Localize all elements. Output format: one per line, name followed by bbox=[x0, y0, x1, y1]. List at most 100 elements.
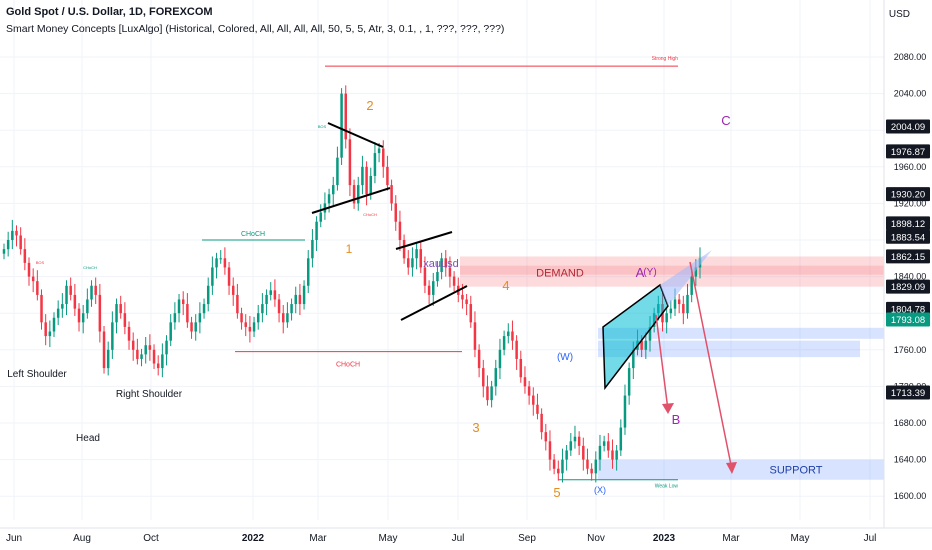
candle-body bbox=[607, 441, 610, 451]
candle-body bbox=[40, 294, 43, 323]
candle-body bbox=[623, 395, 627, 428]
candle-body bbox=[694, 267, 698, 277]
x-tick-label: Oct bbox=[143, 533, 159, 544]
price-label-box bbox=[886, 301, 930, 316]
price-label: 1883.54 bbox=[891, 232, 925, 243]
y-tick-label: 1840.00 bbox=[894, 272, 927, 282]
candle-body bbox=[231, 285, 235, 295]
level-label-choch: CHoCH bbox=[241, 231, 265, 238]
pattern-line bbox=[311, 187, 391, 214]
annotation-choch: CHoCH bbox=[83, 265, 97, 270]
zone-support bbox=[598, 459, 884, 480]
candle-body bbox=[690, 276, 693, 295]
candle-body bbox=[119, 304, 122, 314]
candle-body bbox=[494, 368, 498, 387]
candle-body bbox=[648, 326, 652, 341]
annotation-1: 1 bbox=[346, 242, 353, 256]
candle-body bbox=[502, 336, 506, 350]
y-tick-label: 2040.00 bbox=[894, 89, 927, 99]
candle-body bbox=[540, 413, 543, 433]
candle-body bbox=[44, 322, 47, 337]
candle-body bbox=[486, 386, 489, 401]
candle-body bbox=[215, 258, 218, 268]
x-tick-label: Jun bbox=[6, 533, 22, 544]
candle-body bbox=[432, 281, 435, 295]
candle-body bbox=[336, 157, 339, 186]
y-tick-label: 2080.00 bbox=[894, 52, 927, 62]
candle-body bbox=[123, 313, 127, 327]
candle-body bbox=[86, 299, 89, 314]
candle-body bbox=[411, 258, 414, 268]
candle-body bbox=[136, 349, 139, 359]
price-label: 1829.09 bbox=[891, 282, 925, 293]
candle-body bbox=[498, 349, 502, 369]
price-label: 1976.87 bbox=[891, 147, 925, 158]
price-label: 1930.20 bbox=[891, 190, 925, 201]
candle-body bbox=[131, 340, 135, 350]
candle-body bbox=[561, 459, 564, 474]
candle-body bbox=[477, 349, 481, 369]
annotation-choch: CHoCH bbox=[363, 212, 377, 217]
candle-body bbox=[582, 445, 585, 460]
candle-body bbox=[573, 436, 577, 442]
candle-body bbox=[490, 386, 493, 401]
pattern-line bbox=[395, 231, 453, 250]
candle-body bbox=[452, 276, 456, 286]
candle-body bbox=[386, 166, 389, 186]
candle-body bbox=[577, 436, 581, 446]
y-tick-label: 1600.00 bbox=[894, 491, 927, 501]
annotation-2: 2 bbox=[366, 98, 373, 113]
candle-body bbox=[382, 148, 385, 167]
candle-body bbox=[340, 93, 343, 158]
y-tick-label: 1760.00 bbox=[894, 345, 927, 355]
candle-body bbox=[240, 313, 243, 323]
arrow-line bbox=[655, 314, 669, 411]
candle-body bbox=[52, 317, 56, 332]
candle-body bbox=[15, 230, 18, 236]
candle-body bbox=[65, 285, 68, 305]
candle-body bbox=[598, 445, 602, 460]
candle-body bbox=[227, 267, 231, 286]
candle-body bbox=[81, 313, 85, 323]
zone-area bbox=[598, 340, 860, 358]
candle-body bbox=[344, 93, 347, 140]
annotation-y: (Y) bbox=[643, 267, 656, 278]
candle-body bbox=[6, 240, 10, 250]
candle-body bbox=[532, 395, 535, 405]
candle-body bbox=[415, 249, 418, 259]
candle-body bbox=[248, 326, 252, 332]
x-tick-label: Sep bbox=[518, 533, 536, 544]
candle-body bbox=[398, 221, 402, 240]
candle-body bbox=[548, 441, 552, 460]
candle-body bbox=[594, 459, 598, 474]
candle-body bbox=[515, 340, 518, 359]
candle-body bbox=[194, 322, 197, 332]
candle-body bbox=[161, 354, 164, 369]
candle-body bbox=[569, 441, 573, 451]
candle-body bbox=[281, 313, 285, 323]
y-tick-label: 1920.00 bbox=[894, 198, 927, 208]
candle-body bbox=[407, 258, 410, 268]
candle-body bbox=[273, 290, 277, 300]
candle-body bbox=[402, 240, 406, 259]
candle-body bbox=[261, 304, 264, 314]
candle-body bbox=[115, 304, 118, 323]
candle-body bbox=[361, 166, 364, 186]
candle-body bbox=[94, 285, 97, 295]
annotation-5: 5 bbox=[553, 485, 560, 500]
annotation-x: (X) bbox=[594, 485, 606, 495]
candle-body bbox=[73, 294, 77, 309]
candle-body bbox=[552, 459, 556, 469]
price-label: 1793.08 bbox=[891, 315, 925, 326]
candle-body bbox=[127, 326, 131, 341]
candle-body bbox=[640, 340, 643, 350]
candle-body bbox=[665, 313, 668, 323]
candle-body bbox=[590, 468, 593, 474]
candle-body bbox=[211, 267, 214, 286]
candle-body bbox=[98, 294, 102, 332]
candle-body bbox=[473, 322, 477, 350]
annotation-bos: BOS bbox=[318, 124, 327, 129]
candle-body bbox=[90, 285, 93, 300]
